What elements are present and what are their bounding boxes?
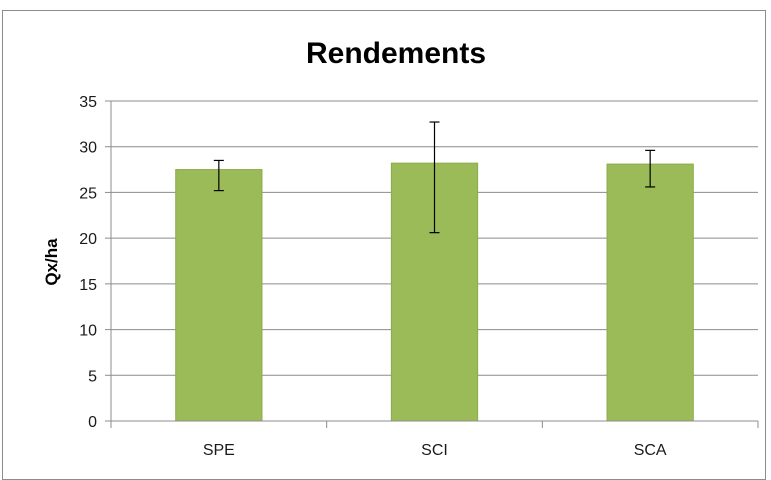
x-category-label: SPE <box>203 442 235 459</box>
error-bars <box>213 121 656 234</box>
y-tick-label: 20 <box>79 231 97 248</box>
bar-spe <box>175 169 263 422</box>
bar-sca <box>606 163 694 422</box>
bar-chart: Rendements Qx/ha 0 5 10 15 20 25 30 35 SPE SCI SC… <box>42 37 759 459</box>
bar-series <box>175 162 694 422</box>
y-tick-label: 0 <box>88 414 97 431</box>
y-axis-title: Qx/ha <box>42 238 61 286</box>
x-axis <box>110 101 759 428</box>
chart-title: Rendements <box>306 37 486 70</box>
y-tick-label: 10 <box>79 323 97 340</box>
x-axis-categories: SPE SCI SCA <box>203 442 667 459</box>
y-tick-label: 35 <box>79 94 97 111</box>
x-category-label: SCI <box>421 442 448 459</box>
y-axis-ticks: 0 5 10 15 20 25 30 35 <box>79 94 111 431</box>
x-category-label: SCA <box>634 442 667 459</box>
y-tick-label: 15 <box>79 277 97 294</box>
y-tick-label: 30 <box>79 140 97 157</box>
y-tick-label: 5 <box>88 368 97 385</box>
y-tick-label: 25 <box>79 185 97 202</box>
